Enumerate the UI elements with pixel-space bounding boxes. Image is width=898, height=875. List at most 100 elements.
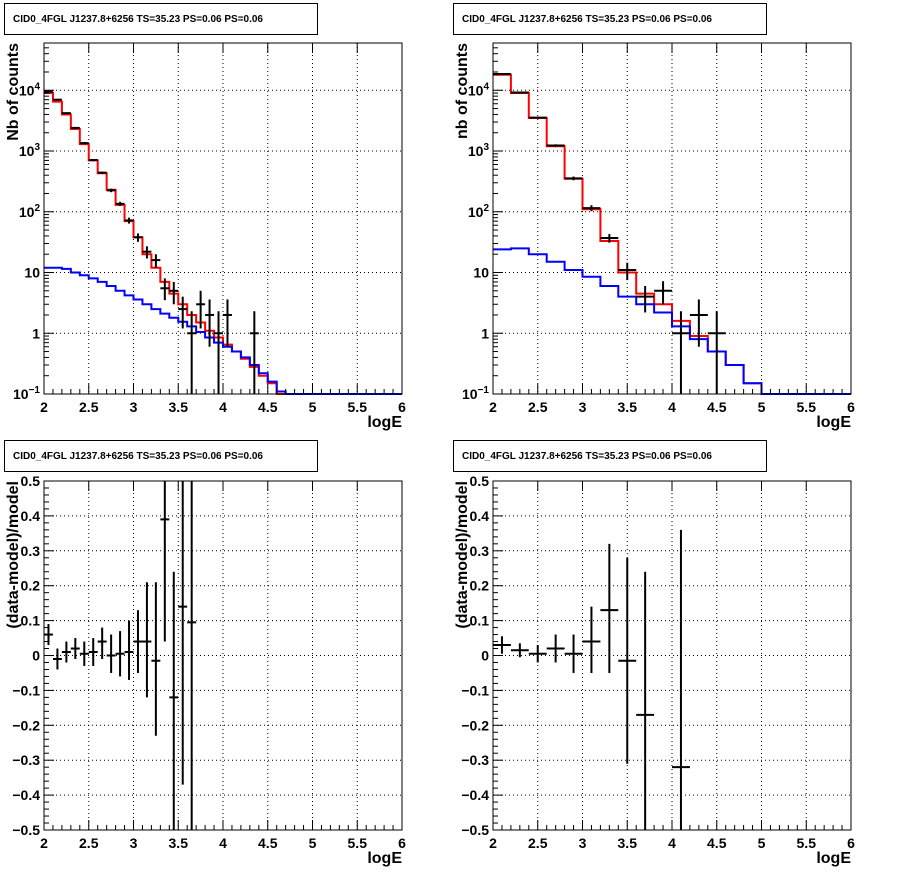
plot-title: CID0_4FGL J1237.8+6256 TS=35.23 PS=0.06 … (453, 440, 767, 472)
data-point (187, 311, 197, 394)
y-tick-label: 0 (481, 648, 489, 664)
x-tick-label: 3 (130, 399, 138, 415)
data-point (205, 299, 215, 347)
x-tick-label: 5.5 (348, 835, 368, 851)
data-point (223, 299, 232, 347)
x-tick-label: 6 (847, 399, 855, 415)
x-tick-label: 2.5 (528, 835, 548, 851)
data-point (97, 171, 107, 174)
data-point (178, 481, 188, 785)
y-tick-label: 0 (32, 648, 40, 664)
y-tick-label: −0.1 (461, 682, 489, 698)
data-point (564, 176, 583, 181)
data-point (151, 582, 161, 736)
y-tick-label: −0.4 (12, 787, 40, 803)
data-point (528, 645, 547, 663)
y-tick-label: 0.4 (470, 508, 490, 524)
data-point (689, 299, 708, 347)
x-tick-label: 5.5 (797, 835, 817, 851)
y-tick-label: −0.5 (461, 822, 489, 838)
x-tick-label: 2 (40, 399, 48, 415)
x-tick-label: 6 (398, 399, 406, 415)
data-point (187, 481, 197, 830)
x-tick-label: 5 (309, 835, 317, 851)
data-point (636, 285, 655, 313)
x-axis-label: logE (816, 414, 851, 431)
data-point (546, 144, 565, 147)
y-tick-label: 10−1 (462, 385, 489, 402)
data-point (196, 290, 206, 329)
data-point (97, 627, 107, 659)
x-tick-label: 4.5 (258, 399, 278, 415)
data-point (493, 73, 511, 76)
y-tick-label: 0.2 (21, 578, 41, 594)
y-tick-label: 1 (481, 325, 489, 341)
data-point (546, 634, 565, 663)
data-point (52, 98, 62, 101)
y-axis-label: (data-model)/model (454, 481, 471, 629)
data-point (79, 641, 89, 666)
data-point (528, 116, 547, 119)
chart-counts-right: 2 2.5 3 3.5 4 4.5 5 5.5 6 10−1 1 10 102 103 104 logE nb … (454, 42, 855, 431)
data-point (160, 278, 170, 301)
data-point (79, 141, 89, 145)
data-point (115, 631, 125, 677)
plot-title: CID0_4FGL J1237.8+6256 TS=35.23 PS=0.06 … (453, 3, 767, 35)
x-tick-label: 4.5 (258, 835, 278, 851)
data-point (600, 543, 619, 673)
chart-residuals-left: 2 2.5 3 3.5 4 4.5 5 5.5 6 −0.5 −0.4 −0.3 −0.2 −0.1 0 0.… (5, 473, 406, 867)
x-tick-label: 5 (758, 835, 766, 851)
data-point (88, 638, 98, 666)
y-tick-label: −0.3 (12, 752, 40, 768)
data-point (707, 311, 726, 394)
data-point (106, 634, 116, 673)
chart-counts-left: 2 2.5 3 3.5 4 4.5 5 5.5 6 10−1 1 10 102 103 104 logE Nb … (5, 42, 406, 431)
x-tick-label: 4.5 (707, 835, 727, 851)
data-point (672, 311, 690, 394)
x-axis-label: logE (367, 850, 402, 867)
y-tick-label: −0.4 (461, 787, 489, 803)
y-tick-label: −0.3 (461, 752, 489, 768)
x-tick-label: 4 (668, 835, 676, 851)
x-tick-label: 4.5 (707, 399, 727, 415)
data-point (70, 638, 80, 659)
x-tick-label: 3.5 (169, 399, 189, 415)
x-tick-label: 3.5 (618, 835, 638, 851)
data-point (142, 582, 152, 698)
y-tick-label: 10 (24, 265, 40, 281)
y-tick-label: 0.1 (21, 613, 41, 629)
y-tick-label: −0.2 (12, 717, 40, 733)
data-point (493, 636, 511, 654)
y-tick-label: 0.5 (470, 473, 490, 489)
y-tick-label: −0.2 (461, 717, 489, 733)
data-point (618, 262, 637, 281)
x-tick-label: 3 (130, 835, 138, 851)
data-point (142, 246, 152, 259)
y-tick-label: 0.2 (470, 578, 490, 594)
x-axis-label: logE (367, 414, 402, 431)
panel-counts-right: CID0_4FGL J1237.8+6256 TS=35.23 PS=0.06 … (449, 0, 898, 437)
data-point (88, 158, 98, 162)
y-tick-label: 0.1 (470, 613, 490, 629)
x-tick-label: 2 (489, 835, 497, 851)
data-point (133, 610, 143, 673)
x-tick-label: 2.5 (79, 399, 99, 415)
histogram-series (493, 73, 851, 395)
y-tick-label: 10−1 (13, 385, 40, 402)
y-tick-label: 104 (19, 81, 41, 98)
y-axis-label: (data-model)/model (5, 481, 22, 629)
y-tick-label: 103 (468, 142, 490, 159)
x-tick-label: 4 (668, 399, 676, 415)
chart-residuals-right: 2 2.5 3 3.5 4 4.5 5 5.5 6 −0.5 −0.4 −0.3 −0.2 −0.1 0 0.… (454, 473, 855, 867)
histogram-series (493, 247, 851, 395)
data-point (169, 571, 179, 830)
x-tick-label: 2.5 (528, 399, 548, 415)
x-tick-label: 2.5 (79, 835, 99, 851)
data-point (564, 634, 583, 673)
data-point (582, 606, 601, 673)
x-tick-label: 3 (579, 399, 587, 415)
x-tick-label: 2 (489, 399, 497, 415)
data-point (178, 296, 188, 329)
panel-residuals-left: CID0_4FGL J1237.8+6256 TS=35.23 PS=0.06 … (0, 437, 449, 875)
x-tick-label: 6 (398, 835, 406, 851)
